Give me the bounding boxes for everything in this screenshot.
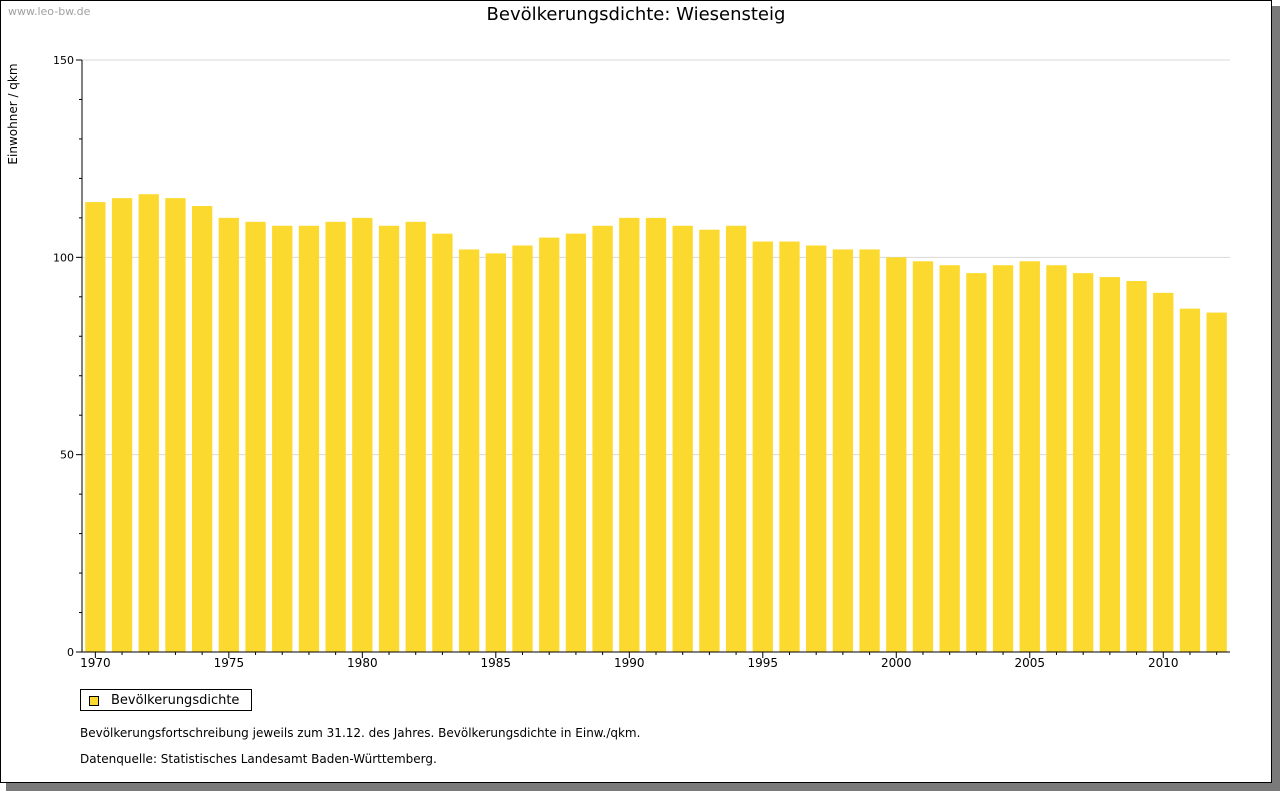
bar (725, 225, 747, 652)
x-tick-label: 1990 (614, 656, 645, 670)
bar (165, 198, 186, 652)
chart-title: Bevölkerungsdichte: Wiesensteig (486, 4, 786, 25)
bar (886, 257, 907, 652)
x-tick-label: 1970 (80, 656, 111, 670)
bar (485, 253, 506, 652)
bar (859, 249, 880, 652)
bar (352, 217, 373, 652)
x-tick-label: 2005 (1014, 656, 1045, 670)
y-tick-label: 50 (60, 449, 74, 462)
x-tick-label: 1985 (481, 656, 512, 670)
bar (1126, 281, 1147, 652)
bar (272, 225, 293, 652)
bar (1099, 277, 1121, 652)
frame-shadow-bottom (6, 783, 1280, 791)
bar (645, 217, 667, 652)
bar (539, 237, 560, 652)
bar (565, 233, 587, 652)
bar (245, 221, 266, 652)
bar (191, 206, 213, 652)
x-tick-label: 1995 (748, 656, 779, 670)
bar (699, 229, 720, 652)
bar (592, 225, 613, 652)
x-tick-label: 2010 (1148, 656, 1179, 670)
bar (1073, 273, 1094, 652)
x-tick-label: 2000 (881, 656, 912, 670)
bar (1206, 312, 1227, 652)
legend-swatch (89, 696, 99, 706)
bar (85, 202, 106, 652)
x-tick-label: 1975 (214, 656, 245, 670)
bar (1179, 308, 1201, 652)
bar (138, 194, 159, 652)
bar (512, 245, 533, 653)
bar (832, 249, 854, 652)
bar (966, 273, 987, 652)
y-tick-label: 100 (53, 251, 74, 264)
x-tick-label: 1980 (347, 656, 378, 670)
y-tick-label: 0 (67, 646, 74, 659)
bar (992, 265, 1014, 652)
bar (298, 225, 320, 652)
bar (1019, 261, 1040, 652)
bar (111, 198, 133, 652)
bar (378, 225, 400, 652)
y-tick-label: 150 (53, 54, 74, 67)
bar (672, 225, 693, 652)
bar (325, 221, 346, 652)
bar (1153, 292, 1174, 652)
bar (939, 265, 960, 652)
legend: Bevölkerungsdichte (80, 689, 252, 711)
legend-label: Bevölkerungsdichte (111, 693, 240, 708)
bar (752, 241, 773, 653)
bar (619, 217, 640, 652)
bar (779, 241, 800, 653)
footnote-source: Datenquelle: Statistisches Landesamt Bad… (80, 752, 437, 766)
bar (432, 233, 453, 652)
bar (806, 245, 827, 653)
bar (218, 217, 239, 652)
bar (912, 261, 934, 652)
bar (458, 249, 480, 652)
footnote-description: Bevölkerungsfortschreibung jeweils zum 3… (80, 726, 641, 740)
bar (405, 221, 426, 652)
bar (1046, 265, 1067, 652)
frame-shadow-right (1272, 6, 1280, 791)
watermark: www.leo-bw.de (8, 5, 91, 18)
